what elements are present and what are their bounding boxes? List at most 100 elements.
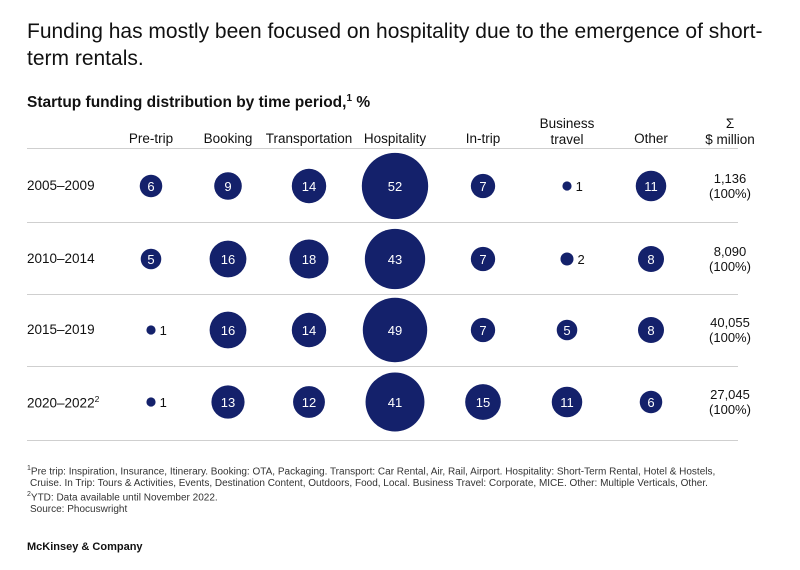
row-label-2010-2014: 2010–2014 (27, 251, 95, 266)
bubble-value-label: 7 (479, 252, 486, 267)
bubble (362, 297, 428, 363)
row-total-2010-2014: 8,090 (100%) (700, 244, 760, 274)
bubble-value-label: 14 (302, 323, 316, 338)
bubble-value-label: 13 (221, 395, 235, 410)
total-value: 40,055 (710, 315, 750, 330)
column-header-other: Other (611, 131, 691, 147)
footnote-marker: 1 (27, 465, 31, 472)
bubble-value-label: 14 (302, 179, 316, 194)
bubble-value-label: 5 (563, 323, 570, 338)
total-percent: (100%) (709, 186, 751, 201)
bubble (637, 316, 665, 344)
bubble-value-label: 7 (479, 323, 486, 338)
total-percent: (100%) (709, 259, 751, 274)
footnote-text: YTD: Data available until November 2022. (30, 492, 218, 504)
bubble (140, 248, 162, 270)
bubble (139, 174, 163, 198)
column-header-booking: Booking (188, 131, 268, 147)
footnotes: 1Pre trip: Inspiration, Insurance, Itine… (27, 463, 777, 516)
bubble (470, 246, 496, 272)
bubble-value-label: 16 (221, 252, 235, 267)
bubble-value-label: 5 (147, 252, 154, 267)
bubble (211, 385, 245, 419)
bubble-value-label: 6 (647, 395, 654, 410)
bubble-value-label: 9 (224, 179, 231, 194)
bubble (635, 170, 667, 202)
row-total-2015-2019: 40,055 (100%) (700, 315, 760, 345)
bubble (291, 312, 327, 348)
row-divider (27, 366, 738, 367)
bubble-value-label: 12 (302, 395, 316, 410)
column-header-label: Pre-trip (128, 131, 174, 146)
row-total-2005-2009: 1,136 (100%) (700, 171, 760, 201)
bubble (637, 245, 665, 273)
bubble-value-label: 8 (647, 323, 654, 338)
bubble (364, 228, 426, 290)
bubble-value-label: 6 (147, 179, 154, 194)
row-label-text: 2020–2022 (27, 395, 95, 411)
row-total-2020-2022: 27,045 (100%) (700, 387, 760, 417)
column-header-pre-trip: Pre-trip (111, 131, 191, 147)
column-header-total: Σ $ million (700, 116, 760, 148)
footnote-1: 1Pre trip: Inspiration, Insurance, Itine… (27, 463, 777, 478)
bubble-value-label: 1 (160, 323, 167, 338)
total-header-label: $ million (705, 132, 755, 147)
total-value: 1,136 (713, 171, 747, 186)
brand-logo-text: McKinsey & Company (27, 541, 143, 553)
total-value: 27,045 (710, 387, 750, 402)
bubble-value-label: 2 (578, 252, 585, 267)
footnote-text: Cruise. In Trip: Tours & Activities, Eve… (30, 477, 708, 489)
row-label-2015-2019: 2015–2019 (27, 322, 95, 337)
bubble (146, 397, 156, 407)
bubble-value-label: 18 (302, 252, 316, 267)
column-header-label: Hospitality (363, 131, 427, 146)
row-label-2005-2009: 2005–2009 (27, 178, 95, 193)
column-header-in-trip: In-trip (443, 131, 523, 147)
bubble (361, 152, 429, 220)
bubble (560, 252, 574, 266)
chart-title: Startup funding distribution by time per… (27, 93, 370, 112)
header-divider (27, 148, 738, 149)
chart-unit: % (356, 94, 371, 112)
bubble (470, 317, 496, 343)
source-note: Source: Phocuswright (27, 504, 777, 516)
column-header-transportation: Transportation (254, 131, 364, 147)
footnote-2: 2YTD: Data available until November 2022… (27, 489, 777, 504)
bubble (639, 390, 663, 414)
column-header-label: Business (539, 116, 595, 131)
total-percent: (100%) (709, 330, 751, 345)
bubble (365, 372, 425, 432)
bubble (146, 325, 156, 335)
bubble (289, 239, 329, 279)
bubble (209, 311, 247, 349)
row-label-footnote: 2 (94, 394, 100, 404)
bubble (293, 386, 325, 418)
source-text: Source: Phocuswright (30, 504, 128, 516)
column-header-sublabel: travel (550, 132, 584, 147)
bubble-value-label: 11 (644, 179, 658, 194)
bubble-value-label: 49 (388, 323, 402, 338)
row-divider (27, 222, 738, 223)
row-divider (27, 294, 738, 295)
total-percent: (100%) (709, 402, 751, 417)
column-header-label: In-trip (465, 131, 501, 146)
column-header-business-travel: Business travel (527, 116, 607, 148)
footnote-1-continued: Cruise. In Trip: Tours & Activities, Eve… (27, 478, 777, 490)
bubble-value-label: 15 (476, 395, 490, 410)
bubble-value-label: 1 (160, 395, 167, 410)
column-header-label: Other (634, 131, 668, 146)
footnote-marker: 2 (27, 491, 31, 499)
bubble (556, 319, 578, 341)
chart-title-footnote: 1 (346, 93, 353, 104)
row-label-text: 2010–2014 (27, 251, 95, 266)
bubble (291, 168, 327, 204)
bubble-value-label: 43 (388, 252, 402, 267)
row-label-text: 2015–2019 (27, 322, 95, 337)
bubble (470, 173, 496, 199)
bubble-value-label: 8 (647, 252, 654, 267)
column-header-label: Transportation (265, 131, 353, 146)
bubble-value-label: 1 (576, 179, 583, 194)
bubble (465, 384, 501, 420)
bubble (551, 386, 583, 418)
footnote-text: Pre trip: Inspiration, Insurance, Itiner… (30, 466, 716, 478)
